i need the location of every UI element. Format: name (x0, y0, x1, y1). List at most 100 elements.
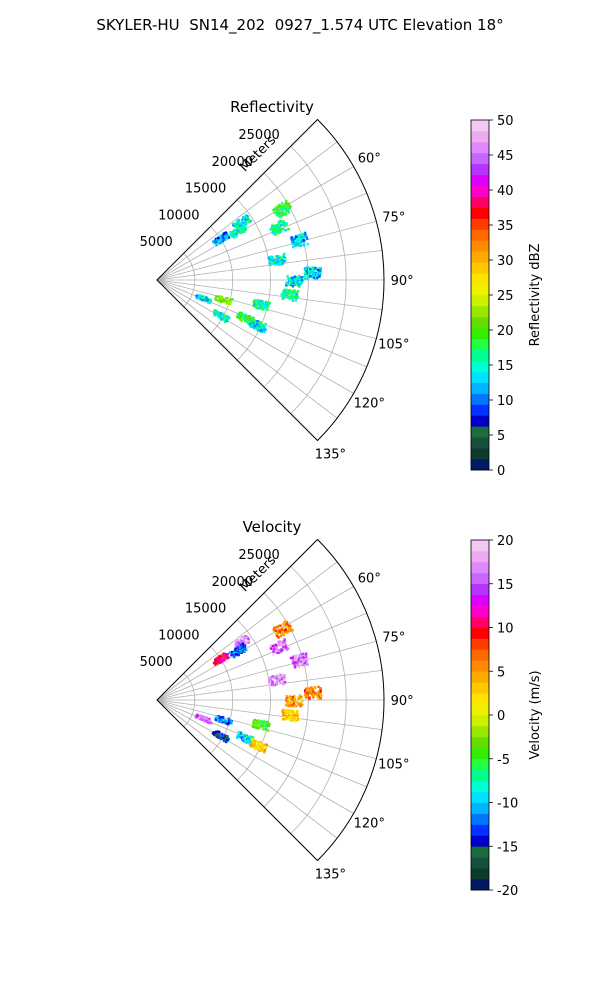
data-point (195, 296, 199, 300)
colorbar-segment (471, 273, 489, 285)
data-point (288, 204, 291, 208)
data-point (282, 220, 286, 224)
data-point (281, 262, 284, 265)
data-point (255, 719, 259, 723)
data-point (274, 643, 278, 647)
data-point (307, 687, 310, 690)
data-point (292, 238, 295, 242)
data-point (253, 303, 256, 306)
data-point (298, 285, 301, 288)
data-point (300, 662, 304, 665)
data-point (251, 325, 254, 329)
data-point (263, 330, 266, 334)
data-point (222, 315, 226, 318)
data-point (225, 298, 228, 301)
data-point (311, 687, 314, 690)
data-point (276, 625, 279, 629)
data-point (251, 737, 254, 741)
data-point (223, 238, 226, 242)
data-point (222, 654, 225, 658)
data-point (277, 256, 280, 260)
data-point (219, 658, 222, 661)
data-point (260, 323, 263, 326)
data-point (317, 268, 320, 272)
colorbar-segment (471, 769, 489, 782)
data-point (264, 322, 267, 326)
data-point (295, 718, 298, 721)
data-point (293, 655, 297, 659)
range-ring (263, 172, 309, 388)
data-point (275, 677, 278, 680)
data-point (249, 325, 253, 328)
data-point (256, 727, 260, 730)
data-point (310, 686, 313, 689)
data-point (291, 711, 295, 714)
data-point (291, 242, 294, 245)
data-point (298, 656, 301, 659)
data-point (306, 663, 309, 666)
data-point (284, 256, 287, 260)
data-point (285, 222, 288, 225)
data-point (213, 310, 216, 313)
data-point (292, 718, 296, 722)
data-point (217, 735, 220, 739)
colorbar-tick-label: 15 (497, 359, 514, 374)
data-point (254, 304, 258, 307)
data-point (201, 718, 204, 722)
angle-tick-label: 120° (354, 817, 385, 832)
data-point (271, 231, 274, 234)
data-point (214, 716, 218, 719)
data-point (278, 229, 281, 233)
data-point (281, 204, 285, 207)
data-point (300, 281, 304, 284)
data-point (313, 271, 316, 274)
data-point (240, 228, 243, 231)
colorbar-segment (471, 393, 489, 405)
data-point (305, 270, 308, 274)
data-point (234, 232, 237, 235)
data-point (279, 211, 282, 214)
data-point (214, 298, 218, 301)
data-point (265, 723, 268, 726)
data-point (243, 220, 247, 224)
data-point (238, 226, 241, 230)
data-point (277, 260, 280, 263)
data-point (279, 229, 283, 233)
data-point (290, 236, 294, 239)
colorbar-segment (471, 120, 489, 132)
data-point (266, 729, 270, 732)
colorbar-segment (471, 616, 489, 628)
data-point (234, 235, 237, 238)
angle-tick-label: 90° (391, 694, 414, 709)
data-point (218, 655, 221, 658)
data-point (221, 734, 224, 738)
data-point (282, 255, 286, 259)
data-point (260, 747, 263, 750)
colorbar-label: Reflectivity dBZ (528, 244, 543, 347)
data-point (268, 723, 271, 726)
angle-tick-label: 90° (391, 274, 414, 289)
data-point (261, 726, 264, 729)
data-point (224, 653, 227, 656)
data-point (294, 665, 297, 668)
data-point (288, 710, 292, 713)
colorbar-tick-label: 25 (497, 289, 514, 304)
data-point (220, 295, 223, 299)
radial-tick-label: 25000 (238, 548, 279, 563)
colorbar-tick-label: 10 (497, 622, 514, 637)
data-point (270, 676, 273, 679)
colorbar-tick-label: 20 (497, 324, 514, 339)
data-point (278, 629, 281, 632)
data-point (309, 267, 312, 271)
colorbar-segment (471, 163, 489, 176)
colorbar-segment (471, 561, 489, 574)
data-point (261, 302, 264, 305)
data-point (280, 632, 284, 636)
data-point (217, 658, 220, 661)
colorbar-segment (471, 295, 489, 307)
data-point (222, 719, 225, 722)
data-point (251, 741, 255, 744)
data-point (284, 712, 287, 715)
data-point (276, 680, 279, 684)
data-point (294, 277, 298, 280)
